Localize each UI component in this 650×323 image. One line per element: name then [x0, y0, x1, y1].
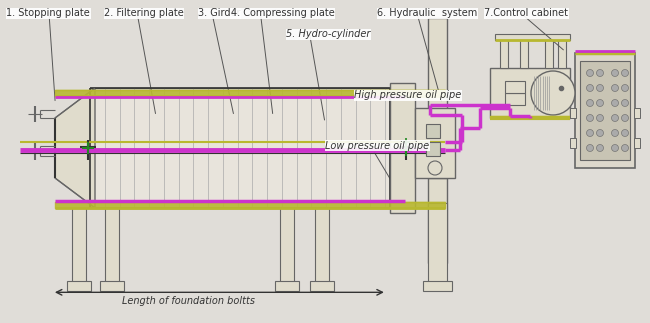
Text: Low pressure oil pipe: Low pressure oil pipe — [325, 141, 429, 151]
Bar — [505, 81, 525, 93]
Bar — [634, 138, 640, 148]
Text: 2. Filtering plate: 2. Filtering plate — [104, 8, 184, 18]
Bar — [570, 108, 576, 118]
Bar — [415, 108, 455, 178]
Circle shape — [621, 114, 629, 121]
Circle shape — [612, 69, 619, 77]
Bar — [428, 18, 447, 178]
Circle shape — [612, 85, 619, 91]
Bar — [280, 208, 294, 283]
Bar — [570, 138, 576, 148]
Bar — [500, 38, 508, 68]
Text: 3. Girder: 3. Girder — [198, 8, 240, 18]
Circle shape — [597, 130, 603, 137]
Circle shape — [621, 85, 629, 91]
Bar — [490, 68, 570, 118]
Circle shape — [586, 99, 593, 107]
Text: 6. Hydraulic  system: 6. Hydraulic system — [377, 8, 477, 18]
Circle shape — [597, 144, 603, 151]
Circle shape — [621, 130, 629, 137]
Bar — [428, 108, 447, 263]
Circle shape — [586, 69, 593, 77]
Bar — [495, 34, 570, 40]
Bar — [426, 124, 440, 138]
Bar — [505, 93, 525, 105]
Polygon shape — [55, 88, 95, 208]
Bar — [426, 142, 440, 156]
Circle shape — [621, 99, 629, 107]
Circle shape — [621, 69, 629, 77]
Bar — [520, 38, 528, 68]
Text: 1. Stopping plate: 1. Stopping plate — [6, 8, 90, 18]
Circle shape — [597, 85, 603, 91]
Bar — [100, 281, 124, 291]
Circle shape — [586, 85, 593, 91]
Circle shape — [597, 114, 603, 121]
Text: High pressure oil pipe: High pressure oil pipe — [354, 90, 461, 100]
Bar — [90, 88, 390, 208]
Bar — [558, 38, 566, 68]
Text: 7.Control cabinet: 7.Control cabinet — [484, 8, 568, 18]
Text: Length of foundation boltts: Length of foundation boltts — [122, 296, 255, 306]
Circle shape — [586, 144, 593, 151]
Bar — [72, 208, 86, 283]
Circle shape — [597, 69, 603, 77]
Bar — [575, 53, 635, 168]
Text: 4. Compressing plate: 4. Compressing plate — [231, 8, 335, 18]
Circle shape — [586, 114, 593, 121]
Circle shape — [612, 99, 619, 107]
Circle shape — [612, 114, 619, 121]
Circle shape — [597, 99, 603, 107]
Text: 5. Hydro-cylinder: 5. Hydro-cylinder — [286, 29, 370, 39]
Bar — [315, 208, 329, 283]
Bar — [423, 281, 452, 291]
Bar — [428, 203, 447, 283]
Circle shape — [612, 144, 619, 151]
Bar — [310, 281, 334, 291]
Bar — [67, 281, 91, 291]
Circle shape — [621, 144, 629, 151]
Bar — [580, 61, 630, 160]
Circle shape — [531, 71, 575, 115]
Bar — [390, 83, 415, 213]
Bar — [545, 38, 553, 68]
Bar — [105, 208, 119, 283]
Circle shape — [612, 130, 619, 137]
Bar — [634, 108, 640, 118]
Bar — [275, 281, 299, 291]
Circle shape — [586, 130, 593, 137]
